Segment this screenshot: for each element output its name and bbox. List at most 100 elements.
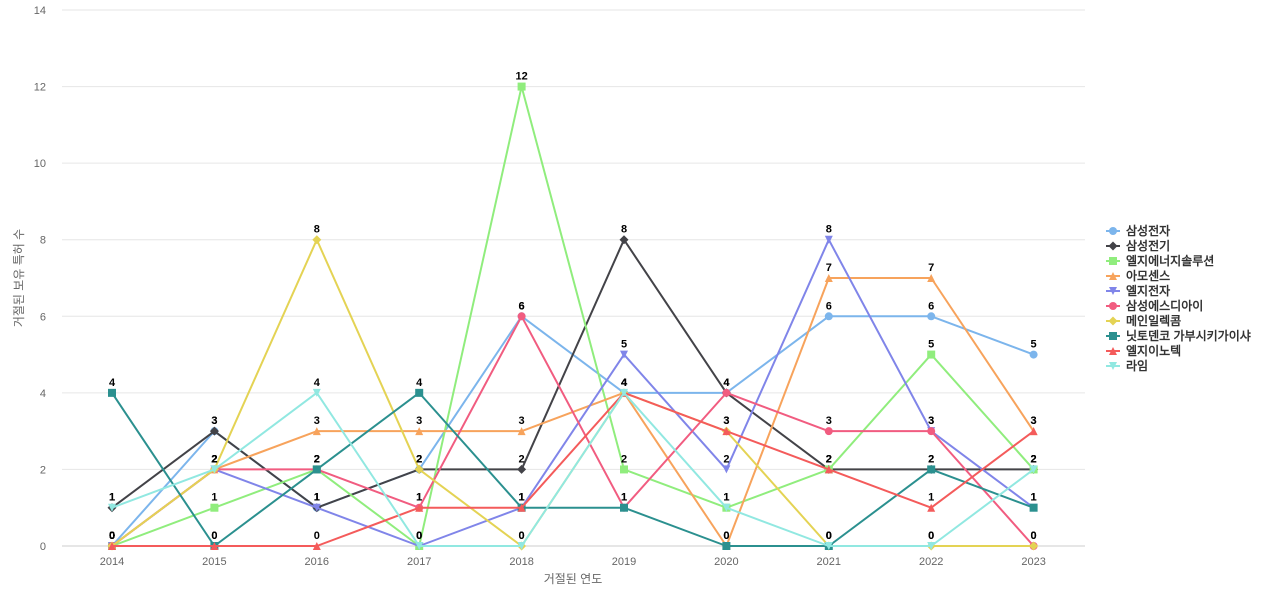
- data-point: [415, 427, 424, 436]
- data-label: 5: [928, 339, 934, 351]
- x-tick-label: 2015: [202, 556, 226, 568]
- data-label: 0: [211, 530, 217, 542]
- data-label: 4: [723, 377, 730, 389]
- data-point: [620, 503, 628, 512]
- legend-label: 엘지전자: [1126, 283, 1170, 298]
- legend-label: 삼성에스디아이: [1126, 298, 1203, 313]
- data-label: 0: [826, 530, 832, 542]
- data-label: 4: [723, 377, 730, 389]
- data-point: [517, 82, 526, 91]
- data-label: 0: [109, 530, 115, 542]
- legend-marker: [1109, 257, 1117, 265]
- legend-label: 삼성전자: [1126, 223, 1170, 238]
- data-point: [209, 426, 219, 436]
- data-label: 4: [314, 377, 321, 389]
- data-label: 4: [621, 377, 628, 389]
- x-tick-label: 2020: [714, 556, 738, 568]
- data-point: [415, 388, 424, 397]
- data-label: 7: [928, 262, 934, 274]
- data-label: 2: [416, 453, 422, 465]
- data-point: [517, 427, 526, 436]
- data-point: [517, 503, 526, 512]
- legend-marker: [1109, 362, 1117, 370]
- data-label: 1: [621, 492, 627, 504]
- data-label: 2: [314, 453, 320, 465]
- data-point: [927, 350, 936, 359]
- x-tick-label: 2019: [612, 556, 636, 568]
- data-label: 2: [416, 453, 422, 465]
- legend-item[interactable]: 엘지전자: [1106, 283, 1170, 298]
- data-label: 1: [416, 492, 422, 504]
- data-label: 1: [109, 492, 115, 504]
- y-axis-title: 거절된 보유 특허 수: [12, 229, 26, 327]
- x-tick-label: 2018: [509, 556, 533, 568]
- data-label: 0: [1031, 530, 1037, 542]
- data-label: 2: [826, 453, 832, 465]
- data-label: 5: [621, 339, 627, 351]
- data-label: 1: [519, 492, 525, 504]
- data-point: [108, 388, 116, 397]
- data-point: [619, 235, 629, 245]
- data-label: 3: [314, 415, 320, 427]
- data-label: 1: [1031, 492, 1037, 504]
- data-label: 2: [416, 453, 422, 465]
- data-label: 0: [928, 530, 934, 542]
- legend-item[interactable]: 엘지에너지솔루션: [1106, 253, 1214, 268]
- data-label: 4: [109, 377, 116, 389]
- data-label: 1: [519, 492, 525, 504]
- data-label: 0: [109, 530, 115, 542]
- data-point: [722, 465, 731, 474]
- data-label: 0: [109, 530, 115, 542]
- legend-item[interactable]: 엘지이노텍: [1106, 343, 1181, 358]
- data-label: 3: [928, 415, 934, 427]
- data-label: 0: [314, 530, 320, 542]
- x-tick-label: 2016: [305, 556, 329, 568]
- legend-marker: [1109, 347, 1117, 355]
- legend-item[interactable]: 삼성전자: [1106, 223, 1170, 238]
- x-tick-label: 2017: [407, 556, 431, 568]
- data-label: 0: [826, 530, 832, 542]
- data-label: 8: [314, 224, 320, 236]
- data-point: [620, 465, 628, 474]
- data-label: 0: [416, 530, 422, 542]
- data-point: [1029, 503, 1038, 512]
- legend-item[interactable]: 닛토덴코 가부시키가이샤: [1106, 328, 1251, 343]
- data-point: [1029, 541, 1039, 551]
- data-point: [927, 427, 936, 436]
- series-9: [108, 388, 1038, 550]
- data-label: 0: [519, 530, 525, 542]
- legend-item[interactable]: 메인일렉콤: [1106, 313, 1181, 328]
- data-label: 1: [621, 492, 627, 504]
- data-point: [620, 350, 628, 359]
- legend-item[interactable]: 삼성에스디아이: [1106, 298, 1203, 313]
- data-label: 6: [519, 300, 525, 312]
- data-label: 4: [621, 377, 628, 389]
- legend: 삼성전자삼성전기엘지에너지솔루션아모센스엘지전자삼성에스디아이메인일렉콤닛토덴코…: [1106, 223, 1251, 373]
- legend-marker: [1109, 302, 1117, 310]
- data-label: 2: [211, 453, 217, 465]
- data-label: 4: [723, 377, 730, 389]
- data-label: 2: [519, 453, 525, 465]
- data-point: [210, 465, 219, 474]
- data-label: 6: [928, 300, 934, 312]
- data-label: 0: [109, 530, 115, 542]
- legend-item[interactable]: 삼성전기: [1106, 238, 1170, 253]
- data-point: [927, 274, 936, 282]
- data-label: 0: [109, 530, 115, 542]
- data-point: [108, 542, 116, 550]
- y-tick-label: 2: [40, 464, 46, 476]
- data-label: 5: [1031, 339, 1037, 351]
- data-point: [620, 388, 628, 397]
- data-label: 1: [211, 492, 217, 504]
- data-point: [824, 274, 833, 282]
- data-label: 0: [723, 530, 729, 542]
- data-point: [312, 503, 321, 512]
- legend-item[interactable]: 아모센스: [1106, 268, 1170, 283]
- legend-item[interactable]: 라임: [1106, 358, 1148, 373]
- data-label: 2: [1031, 453, 1037, 465]
- data-point: [414, 464, 424, 474]
- data-point: [824, 465, 833, 474]
- y-tick-label: 4: [40, 388, 46, 400]
- data-label: 1: [1031, 492, 1037, 504]
